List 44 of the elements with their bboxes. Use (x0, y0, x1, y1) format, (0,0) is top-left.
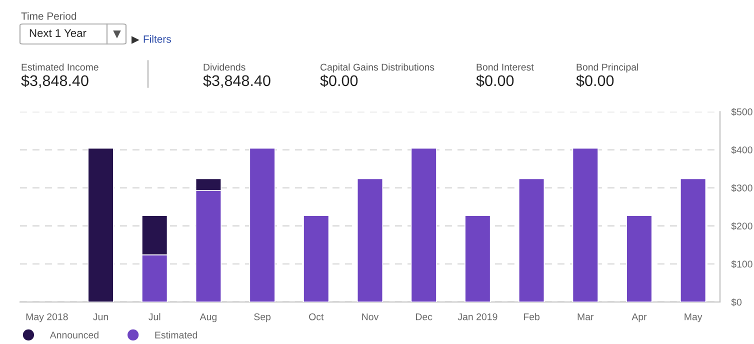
text: Dividends (204, 63, 246, 71)
text: Bond Principal (576, 63, 638, 73)
bar (626, 215, 652, 302)
y-tick-label: $500 (731, 108, 752, 116)
bar (572, 148, 598, 302)
bar (249, 148, 276, 302)
y-tick-label: $300 (731, 184, 752, 192)
bar (303, 215, 330, 302)
text: Time Period (21, 12, 76, 20)
text: $0.00 (320, 74, 358, 88)
y-tick-label: $400 (731, 146, 752, 154)
text: Filters (144, 35, 171, 43)
bar (680, 178, 706, 302)
text: $0.00 (476, 74, 514, 88)
text: Bond Interest (476, 63, 534, 71)
x-tick-label: Oct (309, 313, 324, 320)
y-tick-label: $200 (731, 222, 752, 230)
x-tick-label: Jun (93, 313, 108, 320)
text: Next 1 Year (30, 29, 86, 37)
legend-label: Estimated (155, 331, 198, 338)
text: $3,848.40 (203, 74, 270, 88)
x-tick-label: May 2018 (26, 313, 68, 322)
x-tick-label: Jul (148, 313, 160, 320)
x-tick-label: Dec (416, 313, 432, 320)
bar (518, 178, 545, 302)
legend-label: Announced (50, 331, 98, 338)
x-tick-label: Mar (578, 313, 594, 320)
text: $0.00 (576, 74, 614, 88)
y-tick-label: $100 (731, 260, 752, 268)
x-tick-label: Jan 2019 (458, 313, 498, 320)
text: Capital Gains Distributions (320, 63, 434, 73)
bar (464, 215, 491, 302)
bar (356, 178, 384, 302)
text: Estimated Income (22, 63, 98, 71)
y-tick-label: $0 (731, 298, 742, 306)
x-tick-label: Aug (200, 313, 216, 322)
x-tick-label: Apr (632, 313, 647, 322)
x-tick-label: Sep (254, 313, 271, 322)
text: $3,848.40 (21, 74, 88, 88)
bar (410, 148, 437, 302)
x-tick-label: Nov (362, 313, 379, 320)
bar (88, 148, 114, 302)
x-tick-label: Feb (524, 313, 540, 320)
x-tick-label: May (684, 313, 702, 322)
